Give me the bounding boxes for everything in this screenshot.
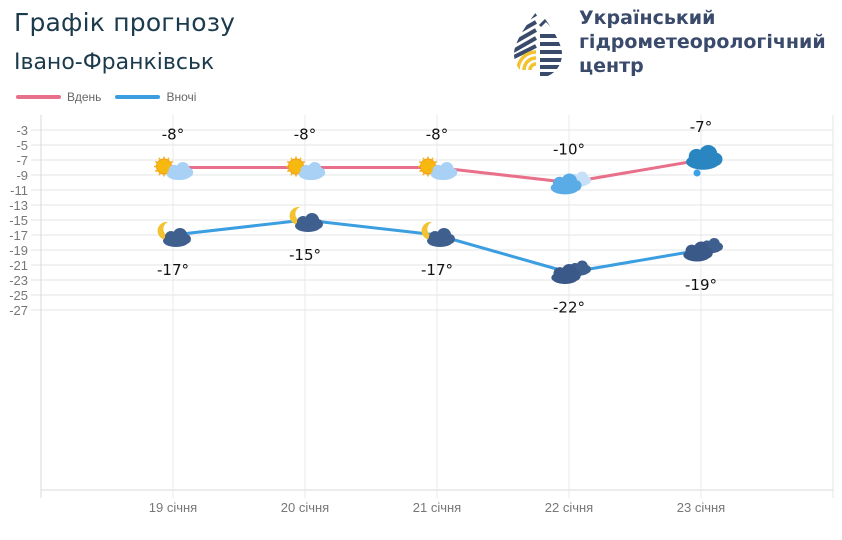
org-line-3: центр [579, 55, 644, 77]
day-temp-label: -8° [162, 126, 184, 144]
x-axis: 19 січня 20 січня 21 січня 22 січня 23 січня [149, 500, 725, 515]
night-temp-label: -17° [421, 261, 453, 279]
y-tick-label: -11 [10, 183, 28, 198]
cloud-icon [166, 162, 194, 181]
night-temp-label: -22° [553, 299, 585, 317]
y-tick-label: -13 [9, 198, 28, 213]
cloud-icon [550, 171, 591, 195]
moon-cloud-icon [157, 221, 191, 247]
cloud-icon [683, 241, 713, 262]
moon-cloud-icon [421, 221, 455, 247]
snow-cloud-icon [686, 145, 723, 177]
legend-swatch-day [16, 95, 61, 99]
y-tick-label: -7 [16, 153, 28, 168]
x-tick-label: 23 січня [677, 500, 725, 515]
y-tick-label: -23 [9, 273, 28, 288]
x-tick-label: 19 січня [149, 500, 197, 515]
legend-item-day[interactable]: Вдень [16, 90, 101, 104]
page-title: Графік прогнозу [14, 8, 236, 37]
day-temp-label: -8° [426, 126, 448, 144]
chart-legend: Вдень Вночі [16, 90, 210, 104]
legend-swatch-night [115, 95, 161, 99]
y-tick-label: -9 [16, 168, 28, 183]
y-tick-label: -15 [9, 213, 28, 228]
y-tick-label: -27 [9, 303, 28, 318]
weather-icons [154, 145, 723, 284]
day-temp-label: -10° [553, 141, 585, 159]
night-temp-label: -15° [289, 246, 321, 264]
org-line-2: гідрометеорологічний [579, 31, 826, 53]
org-line-1: Український [579, 7, 716, 29]
city-name: Івано-Франківськ [14, 50, 215, 75]
y-tick-label: -5 [16, 138, 28, 153]
y-tick-label: -19 [9, 243, 28, 258]
day-temp-label: -8° [294, 126, 316, 144]
sun-cloud-icon [418, 156, 458, 181]
night-temp-label: -19° [685, 276, 717, 294]
night-temp-label: -17° [157, 261, 189, 279]
hydromet-logo-icon [514, 12, 562, 76]
moon-icon [289, 206, 306, 225]
cloud-icon [551, 264, 581, 284]
x-tick-label: 20 січня [281, 500, 329, 515]
legend-label-night: Вночі [166, 90, 197, 104]
y-tick-label: -3 [16, 123, 28, 138]
cloud-icon [295, 213, 323, 232]
cloud-icon [430, 162, 458, 181]
y-tick-label: -17 [9, 228, 28, 243]
day-temp-label: -7° [690, 118, 712, 136]
snowflake-icon [693, 169, 701, 177]
cloud-icon [550, 173, 582, 195]
sun-cloud-icon [154, 156, 194, 181]
x-tick-label: 22 січня [545, 500, 593, 515]
cloud-icon [163, 228, 191, 247]
y-tick-label: -25 [9, 288, 28, 303]
x-tick-label: 21 січня [413, 500, 461, 515]
legend-label-day: Вдень [67, 90, 102, 104]
dark-cloud-icon [683, 238, 723, 262]
moon-icon [157, 221, 174, 240]
cloud-icon [298, 162, 326, 181]
legend-item-night[interactable]: Вночі [115, 90, 196, 104]
data-labels: -8° -8° -8° -10° -7° -17° -15° -17° -22° -19° [157, 118, 717, 317]
y-axis: -3-5-7-9-11-13-15-17-19-21-23-25-27 [9, 123, 28, 318]
dark-cloud-icon [551, 260, 591, 284]
sun-cloud-icon [286, 156, 326, 181]
organization-name: Український гідрометеорологічний центр [579, 6, 826, 78]
y-tick-label: -21 [9, 258, 28, 273]
cloud-icon [427, 228, 455, 247]
moon-cloud-icon [289, 206, 323, 232]
cloud-icon [686, 145, 723, 170]
moon-icon [421, 221, 438, 240]
